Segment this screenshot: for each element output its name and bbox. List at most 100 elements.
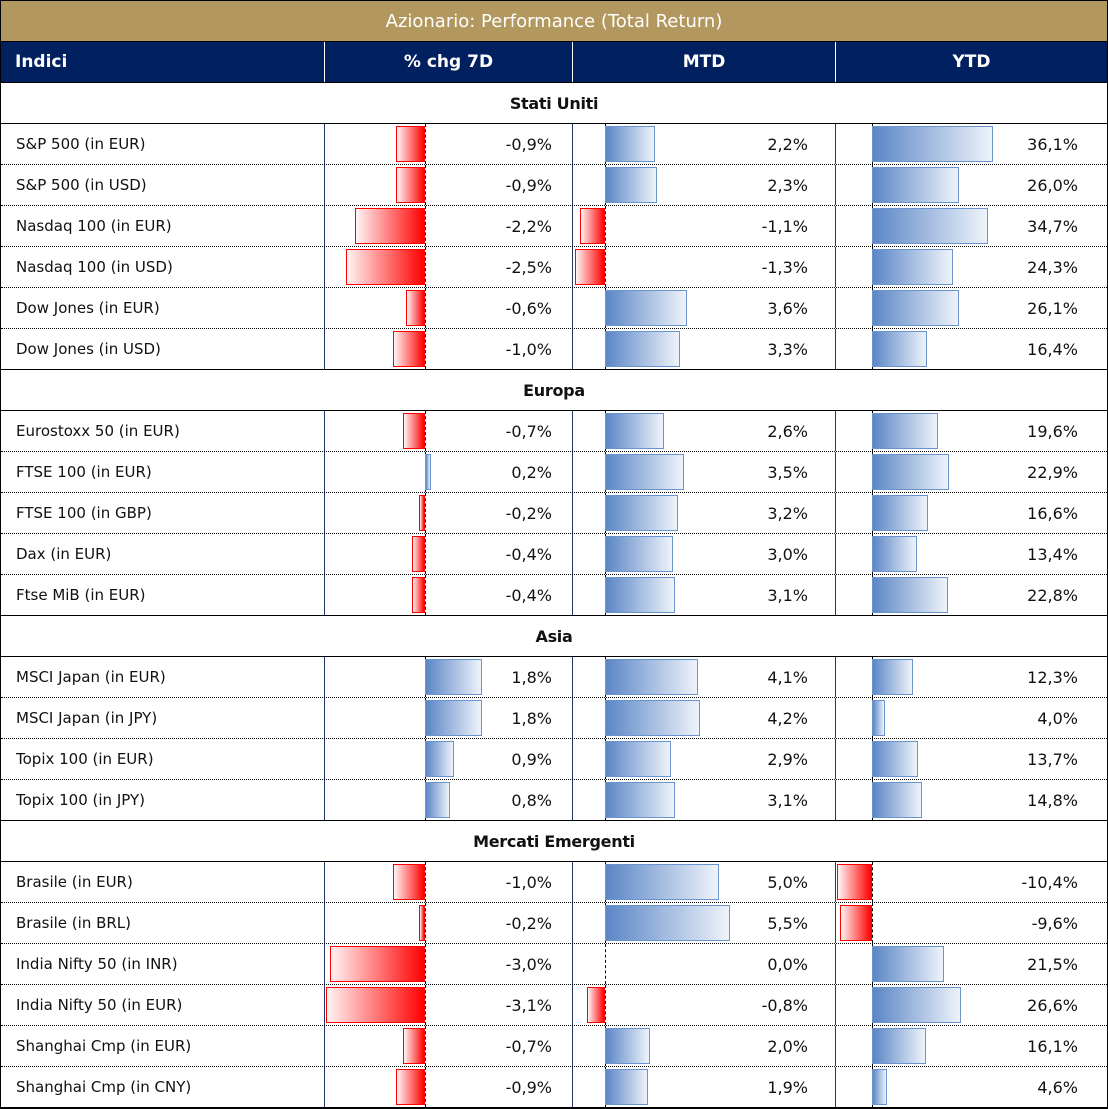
cell-mtd: 3,1%	[572, 780, 835, 820]
positive-data-bar	[425, 782, 451, 818]
cell-ytd: 16,1%	[835, 1026, 1107, 1066]
value-7d: -0,2%	[505, 503, 552, 523]
value-mtd: 1,9%	[767, 1077, 808, 1097]
cell-ytd: 22,9%	[835, 452, 1107, 492]
cell-mtd: 1,9%	[572, 1067, 835, 1107]
positive-data-bar	[605, 659, 699, 695]
index-name: Topix 100 (in EUR)	[16, 750, 154, 768]
negative-data-bar	[393, 331, 425, 367]
negative-data-bar	[405, 290, 425, 326]
positive-data-bar	[872, 577, 949, 613]
value-7d: -0,6%	[505, 298, 552, 318]
positive-data-bar	[872, 946, 945, 982]
section-header: Mercati Emergenti	[1, 821, 1107, 862]
index-name: S&P 500 (in EUR)	[16, 135, 146, 153]
value-7d: 1,8%	[511, 708, 552, 728]
value-mtd: 2,3%	[767, 175, 808, 195]
positive-data-bar	[872, 290, 960, 326]
cell-mtd: 0,0%	[572, 944, 835, 984]
cell-ytd: 13,7%	[835, 739, 1107, 779]
negative-data-bar	[326, 987, 425, 1023]
positive-data-bar	[605, 167, 658, 203]
value-ytd: 19,6%	[1027, 421, 1078, 441]
bar-axis	[605, 206, 606, 246]
negative-data-bar	[580, 208, 605, 244]
value-mtd: 3,5%	[767, 462, 808, 482]
cell-ytd: 19,6%	[835, 411, 1107, 451]
cell-mtd: 2,3%	[572, 165, 835, 205]
header-7d: % chg 7D	[324, 42, 572, 82]
negative-data-bar	[402, 1028, 425, 1064]
table-row: India Nifty 50 (in INR) -3,0% 0,0% 21,5%	[1, 944, 1107, 985]
value-mtd: 5,0%	[767, 872, 808, 892]
cell-7d: -0,7%	[324, 1026, 572, 1066]
positive-data-bar	[872, 536, 917, 572]
cell-ytd: 14,8%	[835, 780, 1107, 820]
positive-data-bar	[605, 495, 678, 531]
positive-data-bar	[605, 905, 730, 941]
value-7d: -2,5%	[505, 257, 552, 277]
value-ytd: 26,6%	[1027, 995, 1078, 1015]
value-7d: 0,2%	[511, 462, 552, 482]
index-name: MSCI Japan (in JPY)	[16, 709, 158, 727]
header-mtd: MTD	[572, 42, 835, 82]
value-mtd: -0,8%	[761, 995, 808, 1015]
negative-data-bar	[329, 946, 425, 982]
cell-7d: 0,9%	[324, 739, 572, 779]
value-ytd: 4,6%	[1037, 1077, 1078, 1097]
positive-data-bar	[605, 700, 701, 736]
bar-axis	[425, 411, 426, 451]
cell-7d: -0,6%	[324, 288, 572, 328]
bar-axis	[605, 985, 606, 1025]
cell-7d: -1,0%	[324, 329, 572, 369]
value-mtd: 2,6%	[767, 421, 808, 441]
cell-ytd: -9,6%	[835, 903, 1107, 943]
bar-axis	[425, 493, 426, 533]
value-ytd: -10,4%	[1021, 872, 1078, 892]
cell-mtd: -1,3%	[572, 247, 835, 287]
positive-data-bar	[872, 741, 918, 777]
table-row: Topix 100 (in EUR) 0,9% 2,9% 13,7%	[1, 739, 1107, 780]
index-name: India Nifty 50 (in INR)	[16, 955, 178, 973]
cell-ytd: 4,6%	[835, 1067, 1107, 1107]
cell-ytd: 12,3%	[835, 657, 1107, 697]
value-7d: -0,4%	[505, 544, 552, 564]
positive-data-bar	[872, 126, 993, 162]
value-ytd: 26,1%	[1027, 298, 1078, 318]
bar-axis	[425, 165, 426, 205]
value-mtd: 2,2%	[767, 134, 808, 154]
index-name: MSCI Japan (in EUR)	[16, 668, 166, 686]
cell-mtd: -1,1%	[572, 206, 835, 246]
value-7d: -0,9%	[505, 175, 552, 195]
cell-mtd: 2,0%	[572, 1026, 835, 1066]
value-7d: 0,9%	[511, 749, 552, 769]
value-7d: -3,1%	[505, 995, 552, 1015]
cell-mtd: 2,6%	[572, 411, 835, 451]
cell-7d: -3,0%	[324, 944, 572, 984]
positive-data-bar	[605, 126, 655, 162]
bar-axis	[872, 862, 873, 902]
bar-axis	[872, 903, 873, 943]
value-7d: -1,0%	[505, 872, 552, 892]
value-ytd: 16,1%	[1027, 1036, 1078, 1056]
cell-mtd: 5,5%	[572, 903, 835, 943]
positive-data-bar	[605, 1028, 651, 1064]
section-header: Europa	[1, 370, 1107, 411]
cell-ytd: 13,4%	[835, 534, 1107, 574]
table-row: Dow Jones (in USD) -1,0% 3,3% 16,4%	[1, 329, 1107, 370]
table-row: Shanghai Cmp (in EUR) -0,7% 2,0% 16,1%	[1, 1026, 1107, 1067]
cell-7d: -0,4%	[324, 575, 572, 615]
value-mtd: -1,1%	[761, 216, 808, 236]
index-name: Ftse MiB (in EUR)	[16, 586, 146, 604]
value-7d: -0,7%	[505, 1036, 552, 1056]
bar-axis	[425, 985, 426, 1025]
index-name: Eurostoxx 50 (in EUR)	[16, 422, 180, 440]
bar-axis	[425, 534, 426, 574]
positive-data-bar	[872, 782, 922, 818]
cell-7d: -0,9%	[324, 165, 572, 205]
table-row: Nasdaq 100 (in USD) -2,5% -1,3% 24,3%	[1, 247, 1107, 288]
bar-axis	[425, 247, 426, 287]
cell-ytd: 4,0%	[835, 698, 1107, 738]
cell-7d: -2,5%	[324, 247, 572, 287]
index-name: Dow Jones (in USD)	[16, 340, 161, 358]
